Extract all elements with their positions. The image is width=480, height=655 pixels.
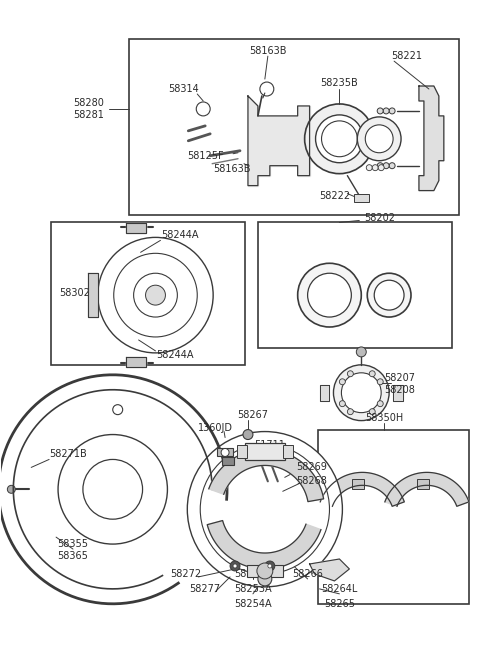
Polygon shape (126, 223, 145, 233)
Circle shape (308, 273, 351, 317)
Bar (354, 194, 369, 202)
Bar (258, 223, 452, 348)
Circle shape (365, 125, 393, 153)
Polygon shape (419, 86, 444, 191)
Circle shape (334, 365, 389, 421)
Circle shape (187, 432, 342, 587)
Circle shape (230, 561, 240, 571)
Text: 58266: 58266 (292, 569, 323, 579)
Circle shape (374, 280, 404, 310)
Circle shape (389, 108, 395, 114)
Text: 58272: 58272 (170, 569, 201, 579)
Circle shape (378, 164, 384, 171)
Text: 58281: 58281 (73, 110, 104, 120)
Bar (51, 223, 245, 365)
Polygon shape (209, 449, 324, 502)
Circle shape (377, 379, 383, 384)
Text: 58163B: 58163B (249, 46, 287, 56)
Circle shape (377, 162, 383, 169)
Text: 58208: 58208 (384, 384, 415, 395)
Text: 58207: 58207 (384, 373, 415, 383)
Circle shape (377, 108, 383, 114)
Text: 58280: 58280 (73, 98, 104, 108)
Bar (417, 479, 429, 489)
Text: 58254A: 58254A (234, 599, 272, 609)
Circle shape (265, 561, 275, 571)
Circle shape (196, 102, 210, 116)
Circle shape (258, 572, 272, 586)
Circle shape (348, 409, 353, 415)
Circle shape (298, 263, 361, 327)
Text: 58264L: 58264L (321, 584, 358, 594)
Text: 58268: 58268 (296, 476, 327, 487)
Circle shape (366, 164, 372, 171)
Text: 58350H: 58350H (365, 413, 403, 422)
Bar (217, 449, 233, 457)
Circle shape (7, 485, 15, 493)
Polygon shape (126, 357, 145, 367)
Circle shape (383, 162, 389, 169)
Circle shape (356, 347, 366, 357)
Circle shape (339, 401, 345, 407)
Text: 58265: 58265 (324, 599, 355, 609)
Circle shape (339, 379, 345, 384)
Text: 58244A: 58244A (162, 231, 199, 240)
Text: 58221: 58221 (392, 51, 422, 61)
Bar (318, 430, 468, 604)
Text: 58163B: 58163B (213, 164, 251, 174)
Circle shape (383, 108, 389, 114)
Circle shape (243, 430, 253, 440)
Circle shape (113, 405, 123, 415)
Text: 58271B: 58271B (49, 449, 87, 459)
Circle shape (305, 104, 374, 174)
Circle shape (257, 563, 273, 579)
Text: 58365: 58365 (58, 551, 88, 561)
Bar (352, 479, 364, 489)
Polygon shape (248, 96, 310, 185)
Circle shape (357, 117, 401, 160)
Text: 1360JD: 1360JD (198, 422, 233, 432)
Text: 58302: 58302 (59, 288, 90, 298)
Text: 58253A: 58253A (234, 584, 272, 594)
Polygon shape (320, 384, 329, 401)
Text: 58244A: 58244A (156, 350, 194, 360)
Polygon shape (393, 384, 403, 401)
Bar (247, 565, 283, 577)
Circle shape (268, 564, 272, 568)
Text: 58267: 58267 (238, 409, 268, 420)
Circle shape (369, 409, 375, 415)
Bar (129, 39, 459, 215)
Polygon shape (385, 472, 469, 506)
Text: 58235B: 58235B (321, 78, 358, 88)
Circle shape (221, 449, 229, 457)
Circle shape (233, 564, 237, 568)
Polygon shape (320, 472, 404, 506)
Text: 58255B: 58255B (234, 569, 272, 579)
Bar (222, 457, 234, 466)
Circle shape (315, 115, 363, 162)
Circle shape (369, 371, 375, 377)
Text: 58314: 58314 (168, 84, 199, 94)
Text: 58125F: 58125F (187, 151, 224, 160)
Circle shape (377, 401, 383, 407)
Circle shape (367, 273, 411, 317)
Text: 58277: 58277 (190, 584, 221, 594)
Circle shape (145, 285, 166, 305)
Text: 58355: 58355 (58, 539, 88, 549)
Text: 58202: 58202 (364, 214, 395, 223)
Bar (283, 445, 293, 458)
Polygon shape (207, 521, 321, 569)
Bar (245, 443, 285, 460)
Polygon shape (88, 273, 98, 317)
Text: 51711: 51711 (254, 440, 285, 449)
Circle shape (348, 371, 353, 377)
Circle shape (260, 82, 274, 96)
Polygon shape (310, 559, 349, 581)
Text: 58222: 58222 (319, 191, 350, 200)
Bar (237, 445, 247, 458)
Circle shape (389, 162, 395, 169)
Circle shape (341, 373, 381, 413)
Text: 58269: 58269 (296, 462, 327, 472)
Circle shape (372, 164, 378, 171)
